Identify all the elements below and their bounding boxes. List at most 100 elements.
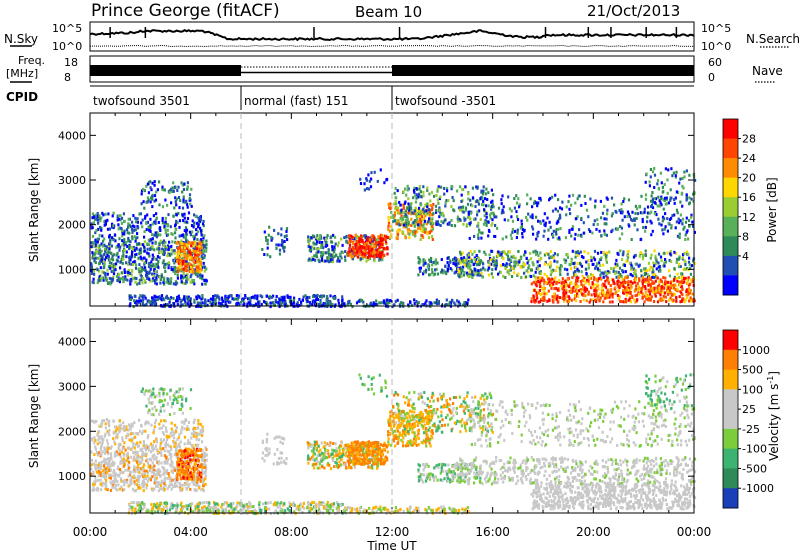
range-gate-cell — [430, 235, 434, 239]
range-gate-cell — [166, 203, 169, 207]
range-gate-cell — [602, 263, 605, 267]
range-gate-cell — [490, 188, 493, 192]
range-gate-cell — [436, 220, 439, 224]
range-gate-cell — [535, 215, 538, 219]
range-gate-cell — [616, 263, 619, 267]
range-gate-cell — [120, 221, 123, 225]
range-gate-cell — [280, 243, 283, 247]
range-gate-cell — [644, 249, 647, 253]
range-gate-cell — [656, 300, 660, 304]
range-gate-cell — [361, 256, 364, 260]
range-gate-cell — [467, 253, 470, 257]
range-gate-cell — [566, 299, 569, 303]
range-gate-cell — [414, 231, 417, 234]
range-gate-cell — [198, 486, 201, 490]
range-gate-cell — [550, 256, 553, 259]
range-gate-cell — [134, 239, 137, 243]
range-gate-cell — [204, 477, 207, 481]
range-gate-cell — [108, 261, 111, 265]
range-gate-cell — [138, 474, 141, 478]
range-gate-cell — [375, 248, 378, 252]
range-gate-cell — [182, 251, 185, 255]
range-gate-cell — [90, 222, 93, 226]
range-gate-cell — [359, 177, 362, 181]
range-gate-cell — [413, 190, 416, 194]
range-gate-cell — [181, 276, 185, 280]
range-gate-cell — [205, 453, 208, 457]
range-gate-cell — [564, 283, 568, 287]
range-gate-cell — [173, 261, 176, 265]
range-gate-cell — [613, 203, 616, 207]
range-gate-cell — [193, 282, 196, 286]
range-gate-cell — [496, 254, 499, 258]
range-gate-cell — [632, 267, 635, 271]
range-gate-cell — [490, 262, 493, 266]
range-gate-cell — [167, 213, 170, 217]
range-gate-cell — [149, 226, 152, 230]
range-gate-cell — [336, 244, 340, 248]
range-gate-cell — [603, 204, 606, 208]
range-gate-cell — [654, 294, 657, 298]
range-gate-cell — [308, 295, 311, 299]
range-gate-cell — [201, 256, 204, 260]
range-gate-cell — [183, 263, 186, 267]
range-gate-cell — [183, 275, 186, 279]
range-gate-cell — [104, 487, 107, 491]
range-gate-cell — [394, 200, 397, 204]
range-gate-cell — [565, 213, 568, 217]
range-gate-cell — [591, 285, 594, 289]
range-gate-cell — [135, 246, 138, 250]
range-gate-cell — [155, 262, 158, 266]
range-gate-cell — [581, 274, 584, 278]
range-gate-cell — [658, 199, 661, 203]
range-gate-cell — [573, 237, 576, 241]
range-gate-cell — [196, 274, 199, 278]
range-gate-cell — [683, 267, 686, 271]
range-gate-cell — [133, 225, 136, 229]
power-data — [90, 167, 697, 309]
range-gate-cell — [174, 200, 177, 204]
range-gate-cell — [632, 255, 636, 259]
range-gate-cell — [428, 217, 431, 221]
range-gate-cell — [618, 266, 622, 270]
range-gate-cell — [614, 227, 617, 231]
range-gate-cell — [576, 284, 579, 288]
range-gate-cell — [544, 260, 547, 264]
range-gate-cell — [582, 231, 585, 235]
range-gate-cell — [283, 240, 286, 243]
range-gate-cell — [368, 187, 371, 191]
range-gate-cell — [508, 249, 511, 253]
range-gate-cell — [483, 250, 486, 254]
range-gate-cell — [577, 269, 580, 273]
range-gate-cell — [140, 221, 143, 225]
range-gate-cell — [487, 220, 490, 224]
range-gate-cell — [396, 232, 400, 236]
range-gate-cell — [690, 213, 693, 217]
range-gate-cell — [463, 271, 466, 274]
range-gate-cell — [189, 256, 192, 259]
range-gate-cell — [682, 186, 685, 190]
range-gate-cell — [596, 267, 599, 271]
range-gate-cell — [109, 236, 112, 240]
range-gate-cell — [475, 260, 479, 264]
range-gate-cell — [320, 236, 323, 240]
range-gate-cell — [598, 261, 601, 265]
range-gate-cell — [465, 271, 469, 275]
range-gate-cell — [601, 287, 604, 290]
range-gate-cell — [91, 216, 94, 220]
range-gate-cell — [164, 265, 167, 268]
range-gate-cell — [99, 278, 102, 282]
range-gate-cell — [521, 228, 524, 232]
range-gate-cell — [379, 251, 382, 255]
range-gate-cell — [168, 245, 171, 249]
range-gate-cell — [408, 208, 411, 212]
range-gate-cell — [514, 264, 517, 268]
range-gate-cell — [665, 300, 668, 304]
range-gate-cell — [246, 302, 249, 306]
range-gate-cell — [526, 261, 529, 265]
range-gate-cell — [659, 269, 662, 273]
range-gate-cell — [214, 301, 217, 305]
range-gate-cell — [491, 275, 494, 279]
range-gate-cell — [478, 230, 481, 234]
range-gate-cell — [466, 202, 470, 206]
